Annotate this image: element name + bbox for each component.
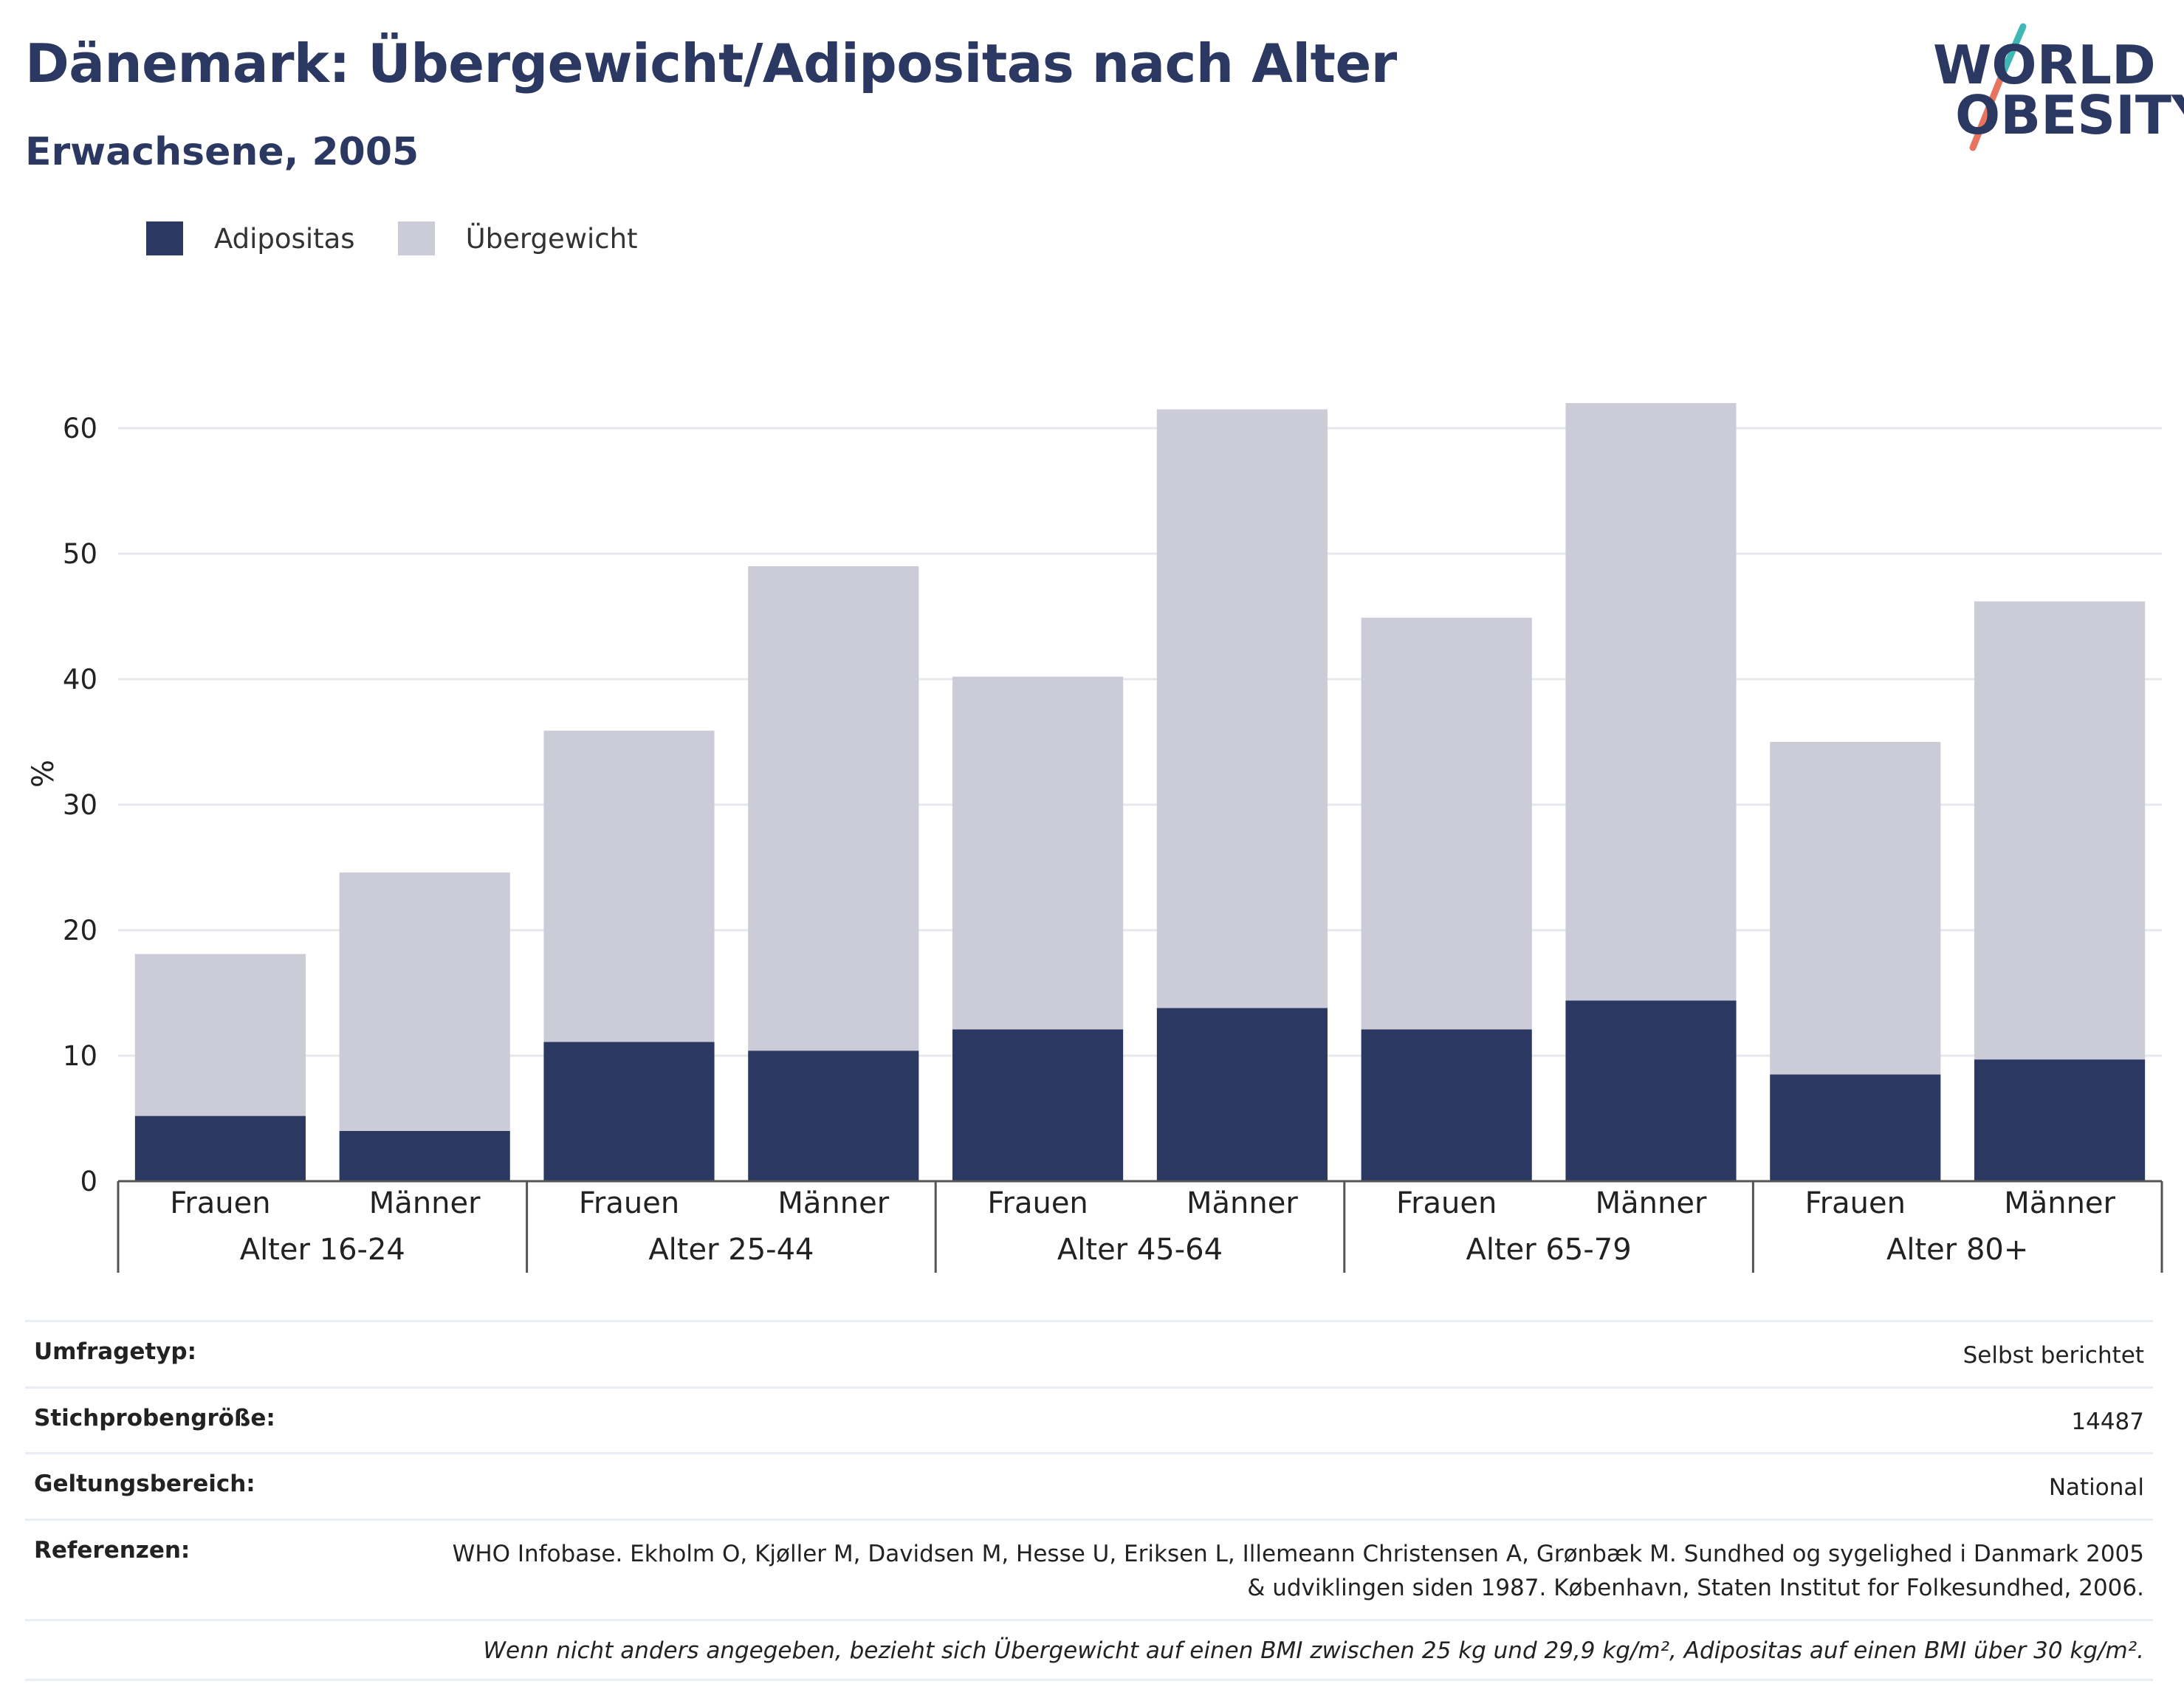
bar-uebergewicht (952, 676, 1124, 1030)
group-label: Alter 16-24 (240, 1233, 405, 1267)
legend-swatch-adipositas (146, 221, 183, 255)
info-key: Umfragetyp: (34, 1338, 196, 1365)
logo-word-obesity: OBESITY (1955, 84, 2184, 146)
logo-word-world: WORLD (1933, 34, 2156, 96)
world-obesity-logo: WORLD OBESITY (1929, 22, 2184, 155)
bar-uebergewicht (1565, 403, 1737, 1001)
legend-swatch-uebergewicht (397, 221, 435, 255)
x-tick-label: Männer (369, 1186, 481, 1220)
x-tick-label: Frauen (987, 1186, 1088, 1220)
y-tick-label: 20 (63, 915, 97, 946)
bar-uebergewicht (1156, 409, 1328, 1008)
info-value: WHO Infobase. Ekholm O, Kjøller M, David… (452, 1540, 2144, 1602)
group-label: Alter 65-79 (1466, 1233, 1632, 1267)
logo-slash-icon (1969, 23, 2027, 151)
x-tick-label: Frauen (170, 1186, 270, 1220)
info-value: National (2048, 1474, 2144, 1501)
group-label: Alter 45-64 (1057, 1233, 1223, 1267)
bar-adipositas (134, 1115, 306, 1181)
bar-uebergewicht (748, 566, 919, 1051)
info-key: Geltungsbereich: (34, 1471, 255, 1497)
bar-uebergewicht (1974, 601, 2146, 1060)
y-tick-label: 0 (80, 1166, 97, 1197)
bar-adipositas (1156, 1008, 1328, 1181)
x-tick-label: Männer (1187, 1186, 1298, 1220)
y-tick-label: 40 (63, 664, 97, 695)
x-tick-label: Männer (1596, 1186, 1707, 1220)
y-tick-label: 60 (63, 413, 97, 444)
info-value: Selbst berichtet (1962, 1342, 2144, 1369)
bar-adipositas (543, 1042, 715, 1181)
legend-item-uebergewicht: Übergewicht (397, 221, 638, 255)
x-tick-label: Frauen (1396, 1186, 1497, 1220)
info-key: Referenzen: (34, 1536, 190, 1564)
info-value: 14487 (2071, 1408, 2144, 1435)
info-row-survey-type: Umfragetyp: Selbst berichtet (25, 1320, 2153, 1386)
legend-item-adipositas: Adipositas (146, 221, 355, 255)
chart-legend: Adipositas Übergewicht (146, 221, 681, 255)
bar-uebergewicht (1361, 617, 1532, 1030)
info-row-sample-size: Stichprobengröße: 14487 (25, 1386, 2153, 1453)
info-footnote: Wenn nicht anders angegeben, bezieht sic… (25, 1618, 2153, 1681)
y-tick-label: 50 (63, 538, 97, 570)
bar-uebergewicht (339, 872, 510, 1131)
bar-chart: 0 10 20 30 40 50 60% Frauen Männer Frauen Männer Fr… (27, 403, 2163, 1273)
info-row-scope: Geltungsbereich: National (25, 1452, 2153, 1519)
bar-adipositas (748, 1051, 919, 1181)
y-axis-label: % (27, 760, 61, 788)
bar-adipositas (1974, 1059, 2146, 1181)
x-tick-label: Frauen (1805, 1186, 1906, 1220)
bar-adipositas (1770, 1074, 1941, 1181)
y-tick-label: 30 (63, 789, 97, 821)
group-label: Alter 25-44 (648, 1233, 814, 1267)
bar-adipositas (1361, 1029, 1532, 1181)
info-table: Umfragetyp: Selbst berichtet Stichproben… (25, 1320, 2153, 1681)
legend-label-uebergewicht: Übergewicht (465, 222, 638, 255)
y-tick-label: 10 (63, 1040, 97, 1072)
bar-uebergewicht (1770, 742, 1941, 1075)
legend-label-adipositas: Adipositas (214, 222, 355, 255)
bar-adipositas (1565, 1000, 1737, 1181)
bar-adipositas (339, 1131, 510, 1181)
chart-title: Dänemark: Übergewicht/Adipositas nach Al… (25, 32, 1397, 94)
x-tick-label: Männer (777, 1186, 889, 1220)
info-key: Stichprobengröße: (34, 1404, 275, 1431)
x-tick-label: Männer (2004, 1186, 2115, 1220)
bar-adipositas (952, 1029, 1124, 1181)
info-row-references: Referenzen: WHO Infobase. Ekholm O, Kjøl… (25, 1518, 2153, 1619)
bar-uebergewicht (134, 954, 306, 1116)
bar-uebergewicht (543, 730, 715, 1042)
chart-subtitle: Erwachsene, 2005 (25, 130, 419, 174)
x-tick-label: Frauen (579, 1186, 679, 1220)
group-label: Alter 80+ (1886, 1233, 2028, 1267)
